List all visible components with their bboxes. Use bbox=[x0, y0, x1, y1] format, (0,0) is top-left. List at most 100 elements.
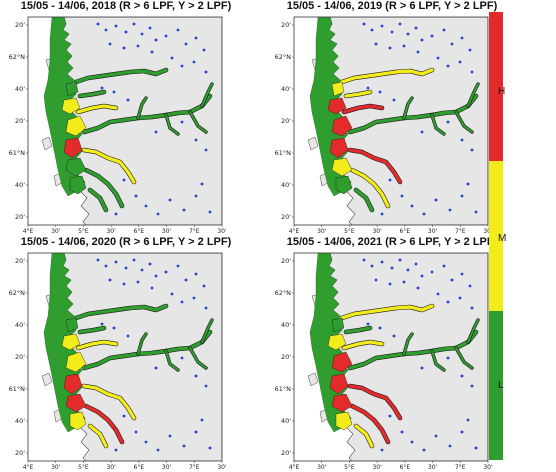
farm-dot bbox=[436, 292, 440, 296]
farm-dot bbox=[466, 182, 470, 186]
farm-dot bbox=[414, 26, 418, 30]
land-area bbox=[328, 253, 488, 461]
lon-tick-label: 30' bbox=[483, 464, 493, 471]
farm-dot bbox=[200, 182, 204, 186]
farm-dot bbox=[460, 430, 464, 434]
fjord-sognebranch3 bbox=[200, 318, 214, 344]
farm-dot bbox=[112, 326, 116, 330]
lat-tick-label: 40' bbox=[281, 181, 291, 189]
farm-dot bbox=[132, 258, 136, 262]
farm-dot bbox=[194, 272, 198, 276]
fjord-sognebranch2 bbox=[430, 113, 446, 136]
lon-tick-label: 6°E bbox=[400, 464, 411, 471]
farm-dot bbox=[112, 90, 116, 94]
colorbar-medium bbox=[489, 161, 503, 311]
fjord-hardanger1 bbox=[82, 148, 136, 184]
fjord-mid2 bbox=[78, 90, 106, 98]
panel-title: 15/05 - 14/06, 2021 (R > 6 LPF, Y > 2 LP… bbox=[286, 236, 498, 248]
lat-tick-label: 20' bbox=[15, 353, 25, 361]
farm-dot bbox=[108, 278, 112, 282]
lon-tick-label: 6°E bbox=[400, 228, 411, 235]
farm-dot bbox=[460, 194, 464, 198]
farm-dot bbox=[446, 120, 450, 124]
farm-dot bbox=[126, 98, 130, 102]
farm-dot bbox=[370, 264, 374, 268]
archipelago-patch bbox=[61, 97, 81, 115]
farm-dot bbox=[414, 262, 418, 266]
farm-dot bbox=[448, 444, 452, 448]
farm-dot bbox=[104, 28, 108, 32]
colorbar-label-high: H bbox=[498, 86, 506, 97]
fjord-nordfjord bbox=[340, 68, 434, 84]
farm-dot bbox=[450, 42, 454, 46]
farm-dot bbox=[446, 64, 450, 68]
farm-dot bbox=[460, 374, 464, 378]
panel-title: 15/05 - 14/06, 2019 (R > 6 LPF, Y > 2 LP… bbox=[286, 0, 498, 12]
archipelago-patch bbox=[331, 81, 345, 97]
lat-tick-label: 20' bbox=[281, 449, 291, 457]
farm-dot bbox=[114, 24, 118, 28]
fjord-hardanger1 bbox=[348, 384, 402, 420]
panel-title: 15/05 - 14/06, 2020 (R > 6 LPF, Y > 2 LP… bbox=[20, 236, 232, 248]
lat-tick-label: 20' bbox=[281, 117, 291, 125]
fjord-sognebranch4 bbox=[136, 332, 148, 356]
lat-tick-label: 40' bbox=[281, 417, 291, 425]
farm-dot bbox=[96, 22, 100, 26]
farm-dot bbox=[168, 198, 172, 202]
farm-dot bbox=[124, 266, 128, 270]
farm-dot bbox=[156, 212, 160, 216]
archipelago-patch bbox=[65, 81, 79, 97]
farm-dot bbox=[366, 322, 370, 326]
lat-tick-label: 40' bbox=[15, 417, 25, 425]
island bbox=[307, 136, 319, 151]
farm-dot bbox=[202, 284, 206, 288]
farm-dot bbox=[156, 448, 160, 452]
farm-dot bbox=[124, 30, 128, 34]
farm-dot bbox=[366, 86, 370, 90]
farm-dot bbox=[362, 258, 366, 262]
lon-tick-label: 30' bbox=[428, 464, 438, 471]
farm-dot bbox=[134, 194, 138, 198]
farm-dot bbox=[148, 262, 152, 266]
fjord-sognebranch2 bbox=[164, 349, 180, 372]
farm-dot bbox=[204, 148, 208, 152]
farm-dot bbox=[164, 270, 168, 274]
lon-tick-label: 5°E bbox=[344, 228, 355, 235]
lat-tick-label: 20' bbox=[281, 21, 291, 29]
archipelago-patch bbox=[331, 393, 353, 413]
farm-dot bbox=[378, 326, 382, 330]
farm-dot bbox=[420, 274, 424, 278]
farm-dot bbox=[398, 258, 402, 262]
fjord-hardanger3 bbox=[88, 188, 108, 212]
farm-dot bbox=[446, 300, 450, 304]
fjord-sognefjord bbox=[82, 94, 212, 134]
farm-dot bbox=[180, 120, 184, 124]
lat-tick-label: 62°N bbox=[275, 289, 292, 297]
farm-dot bbox=[466, 418, 470, 422]
farm-dot bbox=[380, 448, 384, 452]
fjord-sognebranch4 bbox=[402, 96, 414, 120]
fjord-mid2 bbox=[78, 326, 106, 334]
fjord-sognefjord bbox=[348, 94, 478, 134]
farm-dot bbox=[150, 286, 154, 290]
farm-dot bbox=[194, 36, 198, 40]
farm-dot bbox=[430, 34, 434, 38]
farm-dot bbox=[140, 32, 144, 36]
archipelago-patch bbox=[331, 317, 345, 333]
farm-dot bbox=[460, 36, 464, 40]
lat-tick-label: 20' bbox=[15, 21, 25, 29]
lat-tick-label: 61°N bbox=[9, 385, 26, 393]
lon-tick-label: 4°E bbox=[289, 228, 300, 235]
archipelago-patch bbox=[335, 175, 353, 195]
farm-dot bbox=[136, 280, 140, 284]
land-area bbox=[62, 253, 222, 461]
fjord-hardanger2 bbox=[350, 404, 390, 444]
map-panel-2019: 15/05 - 14/06, 2019 (R > 6 LPF, Y > 2 LP… bbox=[272, 0, 512, 236]
lon-tick-label: 30' bbox=[217, 464, 227, 471]
farm-dot bbox=[470, 306, 474, 310]
lat-tick-label: 20' bbox=[281, 353, 291, 361]
farm-dot bbox=[144, 440, 148, 444]
farm-dot bbox=[96, 258, 100, 262]
farm-dot bbox=[416, 286, 420, 290]
fjord-sognebranch3 bbox=[466, 318, 480, 344]
